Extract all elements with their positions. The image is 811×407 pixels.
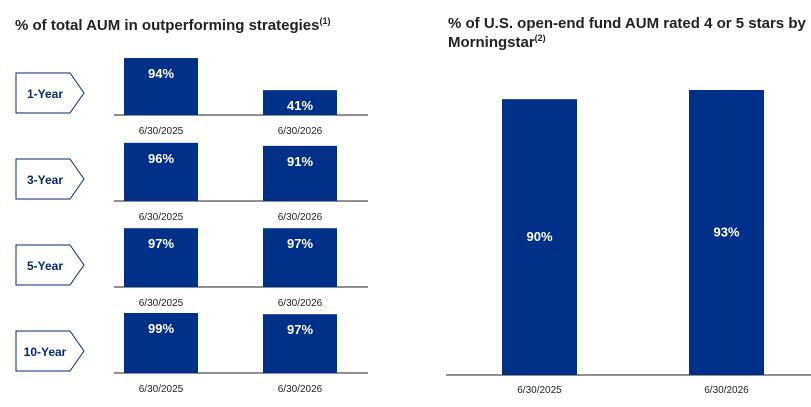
- x-tick-label: 6/30/2025: [139, 384, 184, 395]
- period-label: 1-Year: [27, 87, 63, 101]
- right-chart-title-text: % of U.S. open-end fund AUM rated 4 or 5…: [448, 15, 806, 51]
- bar: [263, 228, 337, 287]
- right-chart-title: % of U.S. open-end fund AUM rated 4 or 5…: [448, 14, 808, 52]
- bar: [124, 142, 198, 201]
- left-chart-title-text: % of total AUM in outperforming strategi…: [15, 17, 320, 34]
- x-tick-label: 6/30/2026: [278, 212, 323, 223]
- bar: [689, 90, 764, 375]
- bar-value-label: 90%: [526, 229, 552, 244]
- bar-value-label: 93%: [713, 225, 739, 240]
- x-tick-label: 6/30/2026: [278, 384, 323, 395]
- bar-value-label: 97%: [148, 236, 174, 251]
- bar-value-label: 94%: [148, 66, 174, 81]
- x-tick-label: 6/30/2026: [704, 385, 749, 396]
- bar: [124, 313, 198, 373]
- bar: [263, 90, 337, 115]
- x-tick-label: 6/30/2026: [278, 126, 323, 137]
- period-label: 5-Year: [27, 259, 63, 273]
- x-tick-label: 6/30/2025: [139, 212, 184, 223]
- period-label: 3-Year: [27, 173, 63, 187]
- right-chart-title-note: (2): [534, 33, 546, 43]
- period-label: 10-Year: [24, 345, 67, 359]
- period-chevron: [15, 158, 85, 200]
- period-chevron: [15, 330, 85, 372]
- bar-value-label: 97%: [287, 236, 313, 251]
- bar: [124, 58, 198, 115]
- bar-value-label: 41%: [287, 98, 313, 113]
- bar-value-label: 91%: [287, 154, 313, 169]
- bar: [263, 145, 337, 201]
- x-tick-label: 6/30/2025: [517, 385, 562, 396]
- left-chart-title-note: (1): [319, 16, 331, 26]
- bar-value-label: 99%: [148, 321, 174, 336]
- x-tick-label: 6/30/2025: [139, 126, 184, 137]
- bar-value-label: 96%: [148, 151, 174, 166]
- period-chevron: [15, 244, 85, 286]
- left-chart-title: % of total AUM in outperforming strategi…: [15, 16, 415, 35]
- bar: [502, 99, 577, 376]
- x-tick-label: 6/30/2025: [139, 298, 184, 309]
- period-chevron: [15, 72, 85, 114]
- bar: [263, 314, 337, 373]
- bar-value-label: 97%: [287, 322, 313, 337]
- x-tick-label: 6/30/2026: [278, 298, 323, 309]
- bar: [124, 228, 198, 287]
